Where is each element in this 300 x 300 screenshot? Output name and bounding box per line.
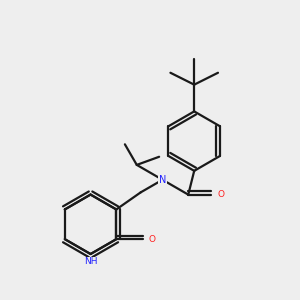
Text: N: N xyxy=(159,175,166,185)
Text: NH: NH xyxy=(84,257,97,266)
Text: O: O xyxy=(218,190,224,199)
Text: O: O xyxy=(148,235,155,244)
